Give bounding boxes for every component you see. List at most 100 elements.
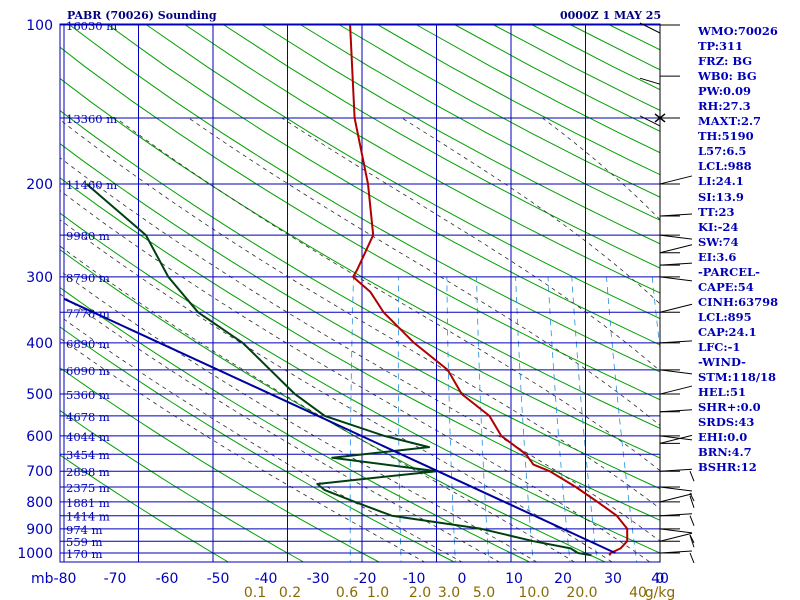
wind-barb [659,262,693,266]
index-line: LCL:988 [698,159,752,174]
index-line: SW:74 [698,234,739,249]
wind-barb-shaft [659,550,693,554]
index-line: KI:-24 [698,219,739,234]
temperature-tick-label: 20 [554,571,572,587]
index-line: SI:13.9 [698,189,744,204]
wind-barb-shaft [659,486,693,492]
mixing-ratio-label: 3.0 [438,585,460,600]
wind-barb [659,385,693,395]
dry-adiabat-line [60,110,660,459]
wind-barb-shaft [659,385,693,395]
index-line: BSHR:12 [698,460,757,475]
index-line: -PARCEL- [698,264,760,279]
wind-barb-shaft [659,369,693,375]
pressure-axis-label: mb [31,571,54,587]
pressure-tick-label: 700 [26,464,53,480]
index-line: BRN:4.7 [698,445,752,460]
chart-title: PABR (70026) Sounding [67,9,217,22]
moist-adiabat-line [60,337,426,562]
index-line: WMO:70026 [698,24,778,38]
moist-adiabat-line [60,315,463,562]
wind-barb [659,513,695,526]
height-label: 3454 m [66,448,110,462]
dry-adiabat-line [60,143,660,490]
height-label: 9980 m [66,229,110,243]
temperature-tick-label: -10 [403,571,426,587]
temperature-tick-label: -70 [104,571,127,587]
moist-adiabat-line [188,117,660,427]
mixing-ratio-label: 1.0 [367,585,389,600]
wind-barb-feather [689,552,695,564]
wind-barb [639,75,680,85]
height-label: 2375 m [66,481,110,495]
index-line: STM:118/18 [698,370,777,385]
mixing-ratio-label: 20.0 [566,585,597,600]
moist-adiabat-line [60,245,576,562]
pressure-tick-label: 800 [26,495,53,511]
mixing-ratio-line [606,276,638,562]
pressure-tick-label: 300 [26,270,53,286]
mixing-ratio-label: 5.0 [473,585,495,600]
wind-barb-shaft [659,234,693,240]
wind-barb-shaft [659,435,693,441]
wind-barb-shaft [659,528,693,534]
wind-barb [659,409,693,413]
wind-barb-shaft [659,244,693,254]
index-line: FRZ: BG [698,54,753,69]
wind-barb [659,303,693,313]
height-label: 13360 m [66,112,117,126]
wind-barb-shaft [659,175,693,185]
temperature-tick-label: -60 [156,571,179,587]
temperature-tick-label: -80 [54,571,77,587]
pressure-tick-label: 900 [26,522,53,538]
mixing-ratio-line [446,276,456,562]
plot-area [60,24,660,562]
mixing-ratio-label: 2.0 [409,585,431,600]
index-line: CAP:24.1 [698,324,757,339]
height-label: 5360 m [66,388,110,402]
wind-barb [659,435,693,441]
height-label: 6890 m [66,337,110,351]
temperature-tick-label: -50 [207,571,230,587]
moist-adiabat-line [60,189,651,562]
calm-wind-marker [654,113,666,123]
wind-barb-shaft [639,115,661,127]
height-label: 1414 m [66,510,110,524]
wind-barb [639,22,680,34]
height-label: 6090 m [66,364,110,378]
mixing-ratio-line [476,276,490,562]
height-label: 8790 m [66,271,110,285]
height-label: 7778 m [66,306,110,320]
wind-barb [659,550,695,564]
height-label: 4678 m [66,410,110,424]
mixing-ratio-line [349,276,354,562]
moist-adiabat-line [60,270,538,562]
temperature-tick-label: -30 [307,571,330,587]
index-line: LFC:-1 [698,339,741,354]
dry-adiabat-line [60,177,660,521]
dewpoint-profile [85,183,592,557]
wind-barb-shaft [659,513,693,517]
dry-adiabat-line [60,454,230,562]
wind-barb-feather [689,535,695,548]
wind-barb [659,434,693,444]
dry-adiabat-line [185,24,660,294]
height-label: 559 m [66,535,103,549]
temperature-tick-label: -20 [354,571,377,587]
index-line: EI:3.6 [698,249,737,264]
wind-barb-shaft [659,493,693,503]
wind-barb [659,369,693,375]
index-line: CINH:63798 [698,294,779,309]
moist-adiabat-line [60,219,613,562]
temperature-tick-label: -40 [255,571,278,587]
height-label: 16030 m [66,19,117,33]
height-label: 974 m [66,523,103,537]
wind-barb-shaft [659,276,693,282]
wind-barb [639,115,680,127]
pressure-tick-label: 100 [26,18,53,34]
wind-barb [659,486,695,502]
pressure-tick-label: 600 [26,429,53,445]
mixing-ratio-line [651,276,660,353]
dry-adiabat-line [60,77,660,429]
index-line: CAPE:54 [698,279,754,294]
